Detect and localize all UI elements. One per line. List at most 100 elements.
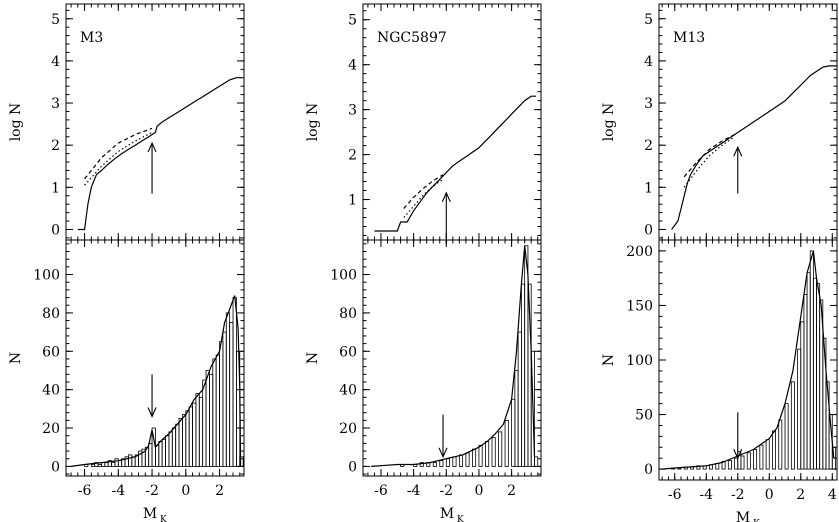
hist-bar (746, 452, 751, 470)
x-tick-label: 0 (181, 483, 190, 499)
hist-bar (205, 370, 210, 467)
hist-bar (111, 462, 116, 467)
y-tick-label: 5 (51, 12, 60, 28)
hist-bar (195, 393, 200, 467)
hist-bar (778, 419, 783, 470)
hist-bar (239, 456, 244, 467)
arrow-head (147, 407, 157, 418)
x-axis-label-subscript: K (753, 519, 760, 522)
hist-bar (104, 462, 109, 467)
series-dashed-line (84, 127, 153, 180)
series-solid-line (77, 77, 242, 231)
arrow-head (733, 448, 743, 460)
hist-bar (740, 455, 745, 470)
hist-bar (458, 454, 464, 467)
hist-bar (491, 437, 496, 467)
y-tick-label: 0 (51, 222, 60, 238)
series-dotted-line (84, 131, 153, 186)
x-axis-label: M (736, 510, 750, 522)
hist-bar (161, 439, 166, 467)
series-dashed-line (683, 134, 735, 178)
hist-bar (790, 381, 795, 470)
y-tick-label: 0 (348, 459, 357, 475)
y-tick-label: 60 (42, 344, 60, 360)
hist-bar (478, 444, 483, 467)
y-tick-label: 2 (51, 138, 60, 154)
hist-bar (445, 458, 450, 467)
x-tick-label: -2 (145, 483, 159, 499)
panel-NGC5897: 1 2 3 4 5 log N NGC5897 0 20 40 60 80 100 N -6 -4 -2 0 2 M K (305, 3, 542, 522)
hist-bar (809, 250, 814, 470)
y-tick-label: 3 (348, 103, 357, 119)
x-tick-label: 2 (796, 487, 805, 503)
x-tick-label: -6 (374, 483, 388, 499)
x-tick-label: 0 (474, 483, 483, 499)
hist-bar (165, 435, 170, 467)
y-tick-label: 200 (626, 244, 653, 260)
y-tick-label: 4 (51, 54, 60, 70)
cluster-label: M3 (80, 30, 103, 46)
hist-bar (797, 348, 802, 470)
hist-bar (784, 403, 789, 470)
hist-bar (185, 410, 190, 467)
y-tick-label: 20 (339, 421, 357, 437)
hist-bar (498, 431, 503, 467)
hist-bar (517, 331, 522, 467)
hist-bar (759, 444, 764, 470)
series-dotted-line (403, 178, 444, 218)
series-dashed-line (403, 174, 444, 209)
y-tick-label: 80 (339, 306, 357, 322)
hist-bar (465, 452, 470, 467)
hist-bar (816, 283, 821, 470)
top-plot: 0 1 2 3 4 5 log N M3 (8, 3, 245, 241)
hist-bar (114, 458, 119, 467)
hist-bar (524, 245, 529, 467)
hist-bar (439, 460, 444, 467)
hist-bar (772, 430, 776, 470)
y-tick-label: 3 (51, 96, 60, 112)
y-tick-label: 3 (644, 96, 653, 112)
top-plot: 1 2 3 4 5 log N NGC5897 (305, 3, 542, 245)
hist-bar (192, 402, 197, 467)
y-tick-label: 0 (644, 462, 653, 478)
hist-bar (504, 419, 509, 467)
hist-bar (229, 322, 234, 467)
y-tick-label: 0 (644, 222, 653, 238)
y-tick-label: 4 (644, 54, 653, 70)
hist-bar (178, 418, 183, 467)
arrow-head (147, 141, 157, 153)
y-tick-label: 1 (51, 180, 60, 196)
bottom-plot: 0 50 100 150 200 N -6 -4 -2 0 2 4 MK (601, 239, 838, 522)
hist-bar (232, 297, 237, 467)
hist-bar (753, 449, 758, 470)
hist-bar (530, 350, 535, 467)
hist-bar (727, 459, 732, 470)
series-solid-line (71, 295, 242, 467)
x-tick-label: 4 (828, 487, 837, 503)
hist-bar (117, 460, 123, 467)
x-tick-label: 2 (507, 483, 516, 499)
hist-bar (511, 398, 516, 467)
hist-bar (219, 341, 224, 467)
y-axis-label: log N (601, 103, 617, 142)
y-tick-label: 2 (644, 138, 653, 154)
hist-bar (222, 331, 227, 467)
series-solid-line (371, 245, 536, 467)
y-tick-label: 100 (330, 268, 357, 284)
hist-bar (419, 462, 424, 467)
y-tick-label: 50 (635, 408, 653, 424)
y-tick-label: 4 (348, 58, 357, 74)
x-tick-label: -4 (407, 483, 421, 499)
y-tick-label: 20 (42, 421, 60, 437)
hist-bar (131, 456, 136, 467)
x-tick-label: -4 (111, 483, 125, 499)
x-axis-label: M (440, 506, 454, 522)
x-axis-label-subscript: K (160, 515, 167, 522)
x-tick-label: 2 (215, 483, 224, 499)
x-tick-label: -4 (699, 487, 713, 503)
arrow-head (438, 447, 448, 459)
hist-bar (521, 283, 526, 467)
cluster-label: M13 (673, 30, 705, 46)
hist-bar (800, 321, 805, 470)
